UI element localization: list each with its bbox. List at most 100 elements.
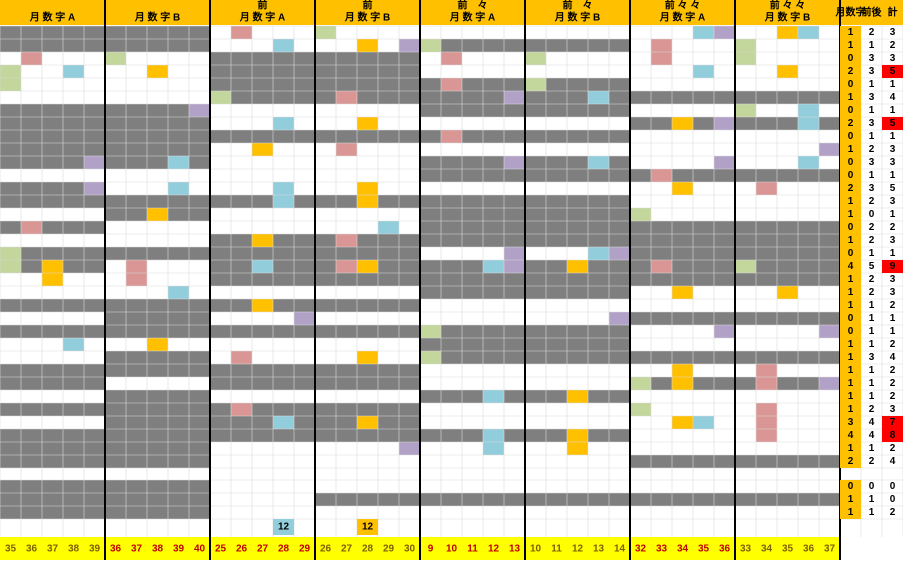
gray-row [210,429,315,442]
gray-row [0,143,105,156]
gray-row [315,403,420,416]
color-cell [567,390,588,403]
color-cell [588,91,609,104]
gray-row [0,364,105,377]
footer-number: 9 [428,544,434,555]
group-top-label: 前 々 々 [770,0,806,12]
side-value: 1 [890,248,896,259]
gray-row [105,39,210,52]
mark-cell [357,519,378,535]
color-cell [336,260,357,273]
footer-number: 14 [614,544,626,555]
side-value: 3 [890,27,896,38]
side-highlight [882,429,903,442]
color-cell [336,91,357,104]
color-cell [441,78,462,91]
color-cell [336,234,357,247]
side-value: 3 [869,183,875,194]
side-first-cell [840,234,861,247]
side-first-cell [840,91,861,104]
group-top-label: 前 [363,0,373,12]
side-value: 1 [869,170,875,181]
gray-row [735,169,840,182]
color-cell [756,182,777,195]
gray-row [630,455,735,468]
side-first-cell [840,390,861,403]
color-cell [504,156,525,169]
gray-row [420,78,525,91]
gray-row [525,273,630,286]
side-value: 2 [890,391,896,402]
side-value: 1 [848,494,854,505]
side-value: 1 [869,131,875,142]
gray-row [210,325,315,338]
color-cell [651,52,672,65]
color-cell [0,260,21,273]
gray-row [0,442,105,455]
side-header: 計 [888,6,898,19]
side-value: 5 [869,261,875,272]
color-cell [357,182,378,195]
side-value: 4 [869,430,875,441]
side-value: 3 [869,157,875,168]
gray-row [525,338,630,351]
gray-row [735,351,840,364]
color-cell [483,429,504,442]
footer-number: 10 [446,544,458,555]
gray-row [315,52,420,65]
color-cell [714,325,735,338]
side-value: 2 [869,144,875,155]
gray-row [420,91,525,104]
gray-row [105,416,210,429]
footer-number: 26 [236,544,248,555]
gray-row [210,78,315,91]
color-cell [378,221,399,234]
color-cell [630,377,651,390]
side-first-cell [840,208,861,221]
color-cell [357,260,378,273]
color-cell [252,299,273,312]
color-cell [168,182,189,195]
footer-number: 28 [362,544,374,555]
gray-row [420,273,525,286]
gray-row [210,364,315,377]
side-value: 1 [848,404,854,415]
side-first-cell [840,52,861,65]
color-cell [273,416,294,429]
mark-text: 12 [362,522,374,533]
footer-number: 39 [173,544,185,555]
side-first-cell [840,39,861,52]
gray-row [105,493,210,506]
side-first-cell [840,455,861,468]
gray-row [105,156,210,169]
gray-row [630,493,735,506]
gray-row [420,351,525,364]
group-col-label: 月 数 字 A [29,11,76,24]
group-top-label: 前 々 々 [665,0,701,12]
footer-number: 37 [131,544,143,555]
color-cell [189,104,210,117]
side-first-cell [840,130,861,143]
gray-row [0,403,105,416]
side-first-cell [840,506,861,519]
gray-row [420,429,525,442]
color-cell [504,247,525,260]
gray-row [525,169,630,182]
gray-row [0,299,105,312]
color-cell [357,195,378,208]
color-cell [441,52,462,65]
footer-number: 33 [656,544,668,555]
side-value: 1 [848,339,854,350]
gray-row [210,65,315,78]
gray-row [420,156,525,169]
color-cell [336,143,357,156]
gray-row [525,195,630,208]
gray-row [105,130,210,143]
side-value: 2 [890,300,896,311]
side-first-cell [840,442,861,455]
side-value: 2 [869,404,875,415]
side-value: 0 [848,157,854,168]
color-cell [651,169,672,182]
side-value: 1 [848,144,854,155]
footer-number: 36 [110,544,122,555]
